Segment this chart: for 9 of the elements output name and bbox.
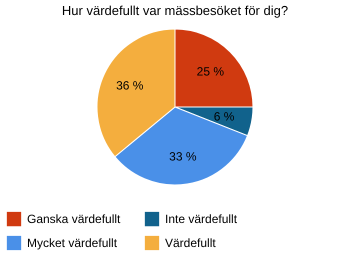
legend-label: Värdefullt (165, 236, 216, 250)
legend-label: Inte värdefullt (165, 212, 238, 226)
data-label: 6 % (214, 109, 235, 124)
chart-title: Hur värdefullt var mässbesöket för dig? (62, 3, 288, 18)
legend-label: Mycket värdefullt (27, 236, 118, 250)
data-label: 25 % (196, 64, 224, 79)
data-label: 33 % (169, 149, 197, 164)
data-label: 36 % (116, 78, 144, 93)
legend-label: Ganska värdefullt (27, 212, 122, 226)
